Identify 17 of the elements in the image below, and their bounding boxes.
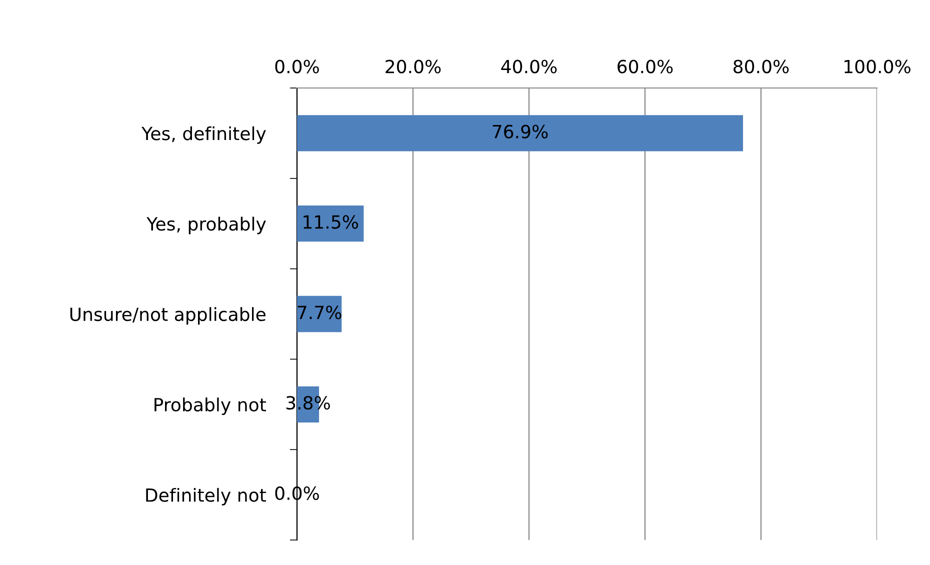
y-tick-label: Unsure/not applicable	[70, 307, 266, 325]
x-tick-label: 60.0%	[618, 60, 673, 74]
bar	[297, 296, 342, 332]
y-tick-label: Yes, definitely	[141, 126, 266, 144]
x-tick-label: 20.0%	[386, 60, 441, 74]
x-tick-label: 80.0%	[734, 60, 789, 74]
data-label: 7.7%	[298, 306, 342, 320]
y-tick-label: Probably not	[154, 398, 266, 416]
y-tick-label: Definitely not	[146, 488, 266, 506]
data-label: 76.9%	[492, 124, 548, 138]
bar	[297, 115, 744, 152]
data-label: 11.5%	[304, 215, 358, 229]
bar	[297, 206, 364, 242]
x-tick-label: 40.0%	[501, 60, 557, 74]
x-tick-label: 0.0%	[275, 60, 319, 74]
x-tick-label: 100.0%	[844, 60, 910, 74]
y-tick-label: Yes, probably	[146, 216, 266, 234]
